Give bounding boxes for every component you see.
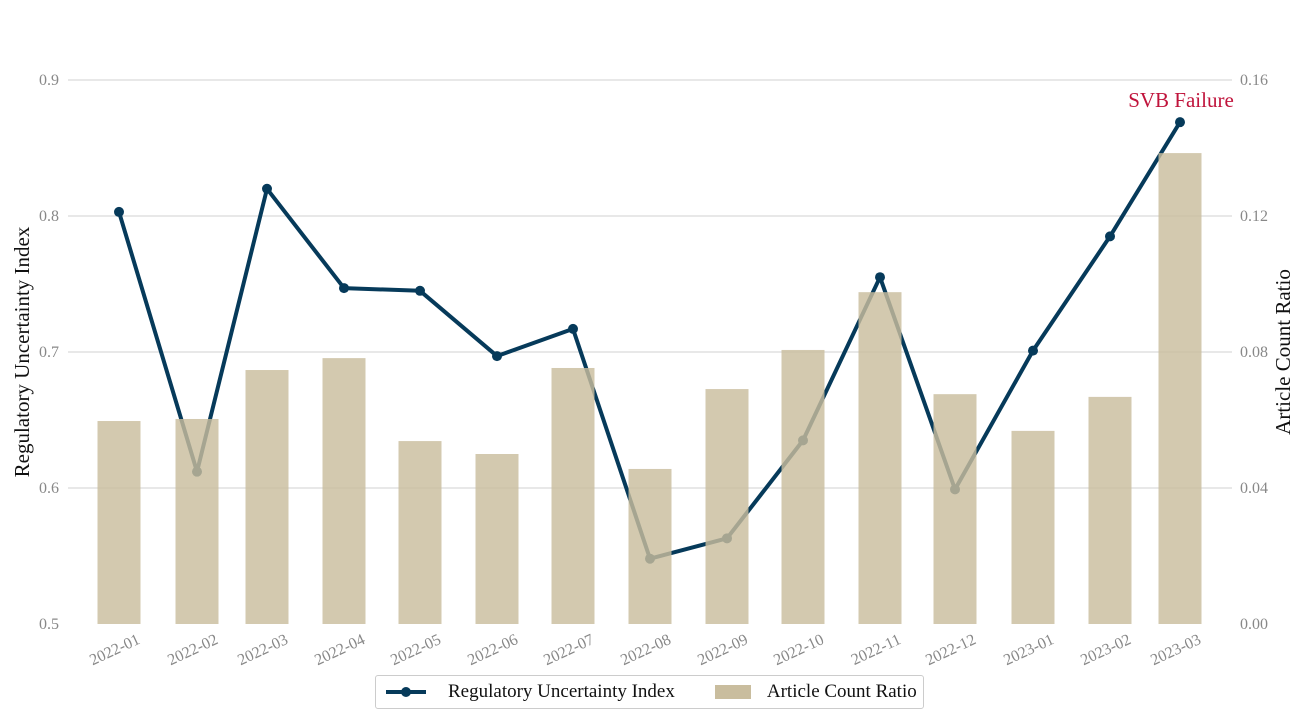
x-tick-label: 2022-04	[312, 631, 368, 669]
bar	[551, 367, 595, 624]
legend-item-line: Regulatory Uncertainty Index	[376, 681, 675, 703]
y-tick-label: 0.8	[39, 208, 59, 225]
line-point	[1175, 117, 1185, 128]
x-tick-label: 2022-03	[235, 631, 291, 669]
bar	[933, 394, 977, 624]
line-point	[339, 283, 349, 294]
x-tick-label: 2022-07	[541, 631, 597, 669]
bar-patch-icon	[714, 685, 751, 699]
bar	[628, 468, 672, 624]
y-tick-label: 0.7	[39, 344, 59, 361]
legend-item-bar: Article Count Ratio	[675, 681, 917, 703]
y-tick-label: 0.5	[39, 616, 59, 633]
bar	[1158, 153, 1202, 624]
x-tick-label: 2022-01	[87, 631, 143, 669]
y-right-tick-label: 0.12	[1240, 208, 1268, 225]
x-tick-label: 2022-09	[695, 631, 751, 669]
bar	[97, 421, 141, 624]
x-tick-label: 2023-01	[1001, 631, 1057, 669]
y-right-tick-label: 0.04	[1240, 480, 1268, 497]
y-axis-left-ticks: 0.5 0.6 0.7 0.8 0.9	[39, 72, 59, 633]
legend-line-label: Regulatory Uncertainty Index	[448, 681, 675, 702]
bar	[1088, 396, 1132, 624]
bar	[858, 292, 902, 624]
x-tick-label: 2022-02	[165, 631, 221, 669]
bar	[322, 358, 366, 624]
y-axis-left-title: Regulatory Uncertainty Index	[10, 226, 34, 477]
line-point	[1028, 345, 1038, 356]
bar	[398, 441, 442, 624]
y-right-tick-label: 0.16	[1240, 72, 1268, 89]
bar	[705, 389, 749, 624]
line-point	[1105, 231, 1115, 242]
line-marker-icon	[386, 687, 426, 697]
bar	[1011, 430, 1055, 624]
x-tick-label: 2022-10	[771, 631, 827, 669]
line-point	[568, 323, 578, 334]
y-tick-label: 0.6	[39, 480, 59, 497]
line-point	[114, 206, 124, 217]
x-axis-ticks: 2022-01 2022-02 2022-03 2022-04 2022-05 2022-…	[87, 631, 1204, 669]
x-tick-label: 2022-11	[849, 631, 904, 669]
legend-bar-label: Article Count Ratio	[766, 681, 917, 702]
x-tick-label: 2022-05	[388, 631, 444, 669]
bar	[475, 454, 519, 624]
chart-canvas: 0.5 0.6 0.7 0.8 0.9 0.00 0.04 0.08 0.12 0.16 202…	[10, 72, 1295, 669]
y-right-tick-label: 0.08	[1240, 344, 1268, 361]
bar	[175, 418, 219, 624]
x-tick-label: 2023-03	[1148, 631, 1204, 669]
y-right-tick-label: 0.00	[1240, 616, 1268, 633]
line-point	[262, 183, 272, 194]
x-tick-label: 2022-08	[618, 631, 674, 669]
x-tick-label: 2023-02	[1078, 631, 1134, 669]
bar	[781, 349, 825, 624]
legend: Regulatory Uncertainty Index Article Cou…	[375, 675, 924, 709]
svb-failure-annotation: SVB Failure	[1128, 88, 1234, 112]
y-axis-right-title: Article Count Ratio	[1271, 269, 1295, 435]
x-tick-label: 2022-06	[465, 631, 521, 669]
y-tick-label: 0.9	[39, 72, 59, 89]
line-point	[415, 285, 425, 296]
bar-series-article-count-ratio	[97, 153, 1202, 624]
line-point	[875, 272, 885, 283]
line-point	[492, 351, 502, 362]
y-axis-right-ticks: 0.00 0.04 0.08 0.12 0.16	[1240, 72, 1268, 633]
bar	[245, 370, 289, 624]
x-tick-label: 2022-12	[923, 631, 979, 669]
